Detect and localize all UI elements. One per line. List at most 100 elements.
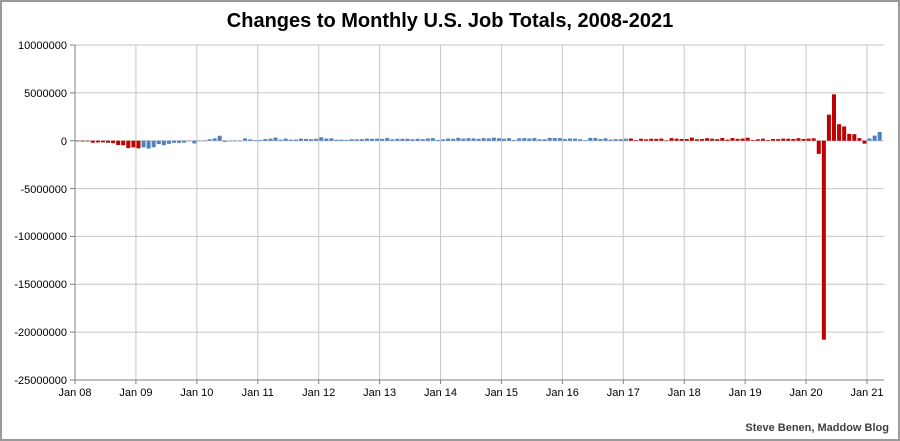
bar-month-104 bbox=[603, 138, 608, 141]
x-axis-tick-label: Jan 10 bbox=[180, 387, 214, 399]
y-axis-tick-label: -15000000 bbox=[14, 279, 67, 292]
bar-month-125 bbox=[710, 138, 715, 141]
bar-month-119 bbox=[679, 139, 684, 141]
bar-month-2 bbox=[85, 140, 90, 142]
bar-month-107 bbox=[618, 139, 623, 141]
x-axis-tick-label: Jan 20 bbox=[789, 387, 823, 399]
bar-month-121 bbox=[689, 137, 694, 141]
bar-month-84 bbox=[502, 138, 506, 141]
bar-month-58 bbox=[370, 138, 374, 141]
bar-month-53 bbox=[344, 139, 349, 141]
bar-month-17 bbox=[161, 140, 166, 146]
bar-month-122 bbox=[694, 139, 699, 141]
y-axis-tick-label: 5000000 bbox=[24, 87, 67, 100]
bar-month-43 bbox=[293, 139, 298, 141]
bar-month-41 bbox=[283, 138, 288, 141]
bar-month-149 bbox=[832, 94, 836, 141]
bar-month-154 bbox=[857, 138, 862, 141]
bar-month-77 bbox=[466, 138, 471, 141]
bar-month-7 bbox=[111, 140, 116, 144]
bar-month-133 bbox=[750, 140, 755, 141]
bar-month-30 bbox=[227, 140, 232, 142]
chart-title: Changes to Monthly U.S. Job Totals, 2008… bbox=[226, 10, 674, 32]
bar-month-144 bbox=[806, 138, 811, 141]
bar-month-3 bbox=[90, 140, 95, 143]
x-axis-tick-label: Jan 11 bbox=[241, 387, 274, 399]
x-axis-tick-label: Jan 13 bbox=[363, 387, 397, 399]
bar-month-25 bbox=[202, 140, 207, 142]
attribution: Steve Benen, Maddow Blog bbox=[745, 422, 889, 434]
bar-month-116 bbox=[664, 140, 669, 142]
bar-month-68 bbox=[420, 139, 425, 141]
bar-month-85 bbox=[507, 138, 512, 141]
bar-month-5 bbox=[100, 140, 105, 143]
bar-month-123 bbox=[700, 139, 704, 141]
bar-month-127 bbox=[720, 137, 725, 141]
bar-month-141 bbox=[791, 138, 796, 141]
x-axis-tick-label: Jan 16 bbox=[545, 387, 579, 399]
bar-month-153 bbox=[852, 134, 857, 141]
bar-month-27 bbox=[212, 138, 217, 141]
x-axis-tick-label: Jan 18 bbox=[667, 387, 701, 399]
bar-month-70 bbox=[430, 138, 435, 141]
x-axis-tick-label: Jan 15 bbox=[484, 387, 518, 399]
bar-month-47 bbox=[314, 138, 319, 141]
bar-month-78 bbox=[471, 138, 476, 141]
bar-month-101 bbox=[588, 137, 593, 141]
x-axis-tick-label: Jan 09 bbox=[119, 387, 153, 399]
bar-month-90 bbox=[532, 138, 537, 141]
bar-month-51 bbox=[334, 139, 339, 141]
bar-month-52 bbox=[339, 139, 344, 141]
bar-month-124 bbox=[705, 138, 710, 141]
bar-month-138 bbox=[776, 139, 781, 141]
bar-month-148 bbox=[826, 114, 831, 141]
bar-month-130 bbox=[735, 138, 740, 141]
bar-month-83 bbox=[496, 138, 501, 141]
bar-month-6 bbox=[106, 140, 110, 143]
bar-month-140 bbox=[786, 138, 791, 141]
bar-month-136 bbox=[766, 140, 770, 141]
bar-month-93 bbox=[547, 137, 552, 141]
bar-month-40 bbox=[278, 139, 283, 141]
x-axis-tick-label: Jan 14 bbox=[424, 387, 458, 399]
bar-month-12 bbox=[136, 140, 141, 149]
bar-month-13 bbox=[141, 140, 146, 148]
bar-month-112 bbox=[644, 139, 649, 141]
bar-month-24 bbox=[197, 140, 202, 142]
bar-month-11 bbox=[131, 140, 136, 148]
bar-month-137 bbox=[771, 139, 776, 141]
bar-month-108 bbox=[623, 138, 628, 141]
bar-month-88 bbox=[522, 138, 527, 141]
bar-month-118 bbox=[674, 138, 679, 141]
bar-month-60 bbox=[380, 138, 385, 141]
bar-month-75 bbox=[456, 137, 461, 141]
bar-month-14 bbox=[146, 140, 151, 149]
x-axis-tick-label: Jan 21 bbox=[850, 387, 884, 399]
bar-month-80 bbox=[481, 138, 486, 141]
bar-month-15 bbox=[151, 140, 156, 148]
bar-month-142 bbox=[796, 138, 801, 141]
bar-month-64 bbox=[400, 138, 405, 141]
bar-month-147 bbox=[821, 140, 826, 340]
bar-month-0 bbox=[75, 140, 80, 142]
bar-month-33 bbox=[243, 138, 248, 141]
y-axis-tick-label: -5000000 bbox=[20, 183, 68, 196]
bar-month-156 bbox=[867, 138, 872, 141]
bar-month-73 bbox=[446, 138, 451, 141]
bar-month-81 bbox=[486, 138, 491, 141]
bar-month-91 bbox=[537, 139, 542, 141]
bar-month-114 bbox=[654, 138, 659, 141]
bar-month-109 bbox=[628, 138, 633, 141]
bar-month-57 bbox=[364, 138, 369, 141]
bar-month-9 bbox=[121, 140, 126, 146]
y-axis-tick-label: -10000000 bbox=[14, 231, 67, 244]
x-axis-tick-label: Jan 08 bbox=[58, 387, 92, 399]
bar-month-66 bbox=[410, 139, 415, 141]
bar-month-67 bbox=[415, 138, 420, 141]
bar-month-86 bbox=[512, 139, 517, 141]
bar-month-23 bbox=[192, 140, 197, 144]
bar-month-110 bbox=[634, 140, 638, 141]
bar-month-26 bbox=[207, 139, 212, 141]
